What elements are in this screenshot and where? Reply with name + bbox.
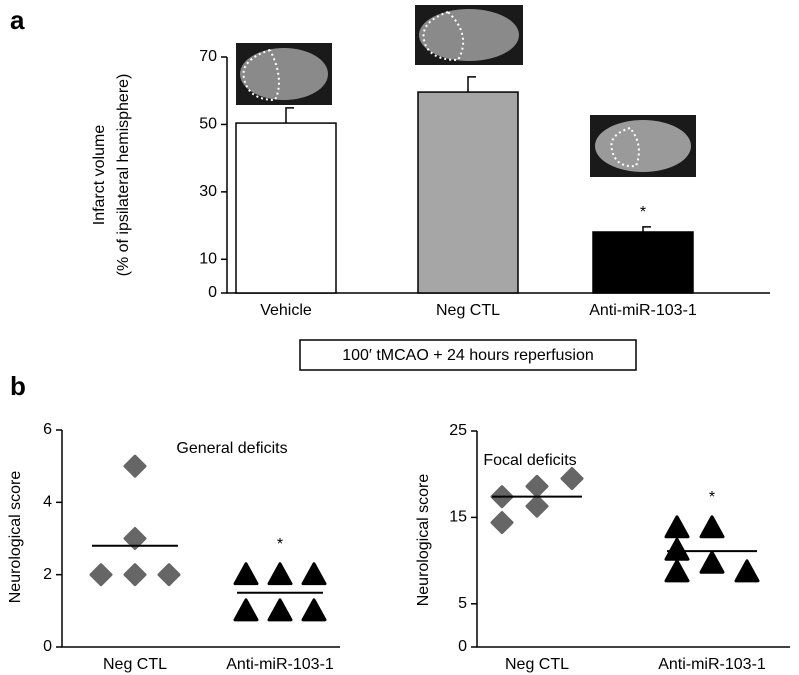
data-point xyxy=(699,515,725,539)
brain-images xyxy=(236,5,696,177)
panel-label: b xyxy=(10,371,26,401)
x-tick-label: Neg CTL xyxy=(505,656,569,673)
data-point xyxy=(560,467,584,491)
y-tick-label: 2 xyxy=(43,566,52,583)
data-point xyxy=(664,559,690,583)
data-point xyxy=(734,559,760,583)
data-point xyxy=(233,562,259,586)
brain-slice xyxy=(240,48,328,100)
chart-title: Focal deficits xyxy=(483,452,576,469)
y-axis-label: Infarct volume xyxy=(91,125,108,226)
y-tick-label: 25 xyxy=(449,422,467,439)
brain-slice xyxy=(419,9,519,61)
y-tick-label: 0 xyxy=(43,638,52,655)
data-point xyxy=(699,550,725,574)
x-tick-label: Neg CTL xyxy=(436,302,500,319)
axis-line xyxy=(61,430,340,648)
brain-slice xyxy=(595,120,691,172)
y-axis-label: Neurological score xyxy=(415,474,432,607)
y-tick-label: 4 xyxy=(43,494,52,511)
bar xyxy=(592,231,694,294)
footnote: 100′ tMCAO + 24 hours reperfusion xyxy=(342,347,594,364)
y-tick-label: 6 xyxy=(43,421,52,438)
x-tick-label: Anti-miR-103-1 xyxy=(226,656,334,673)
data-point xyxy=(664,515,690,539)
data-point xyxy=(89,563,113,587)
data-point xyxy=(301,562,327,586)
data-point xyxy=(267,562,293,586)
x-tick-label: Vehicle xyxy=(260,302,312,319)
data-point xyxy=(233,598,259,622)
y-tick-label: 10 xyxy=(199,251,217,268)
data-point xyxy=(490,511,514,535)
x-tick-label: Anti-miR-103-1 xyxy=(589,302,697,319)
y-tick-label: 30 xyxy=(199,183,217,200)
y-tick-label: 15 xyxy=(449,509,467,526)
data-point xyxy=(123,454,147,478)
significance: * xyxy=(640,204,646,221)
error-bar xyxy=(642,226,651,232)
infarct-outline xyxy=(242,49,280,102)
data-point xyxy=(267,598,293,622)
data-point xyxy=(525,474,549,498)
y-tick-label: 0 xyxy=(208,284,217,301)
y-tick-label: 70 xyxy=(199,48,217,65)
significance: * xyxy=(277,536,283,553)
significance: * xyxy=(709,489,715,506)
error-bar xyxy=(467,76,476,93)
data-point xyxy=(123,563,147,587)
bar xyxy=(235,122,337,294)
data-point xyxy=(664,537,690,561)
y-axis-label: Neurological score xyxy=(7,471,24,604)
data-point xyxy=(301,598,327,622)
error-bar xyxy=(285,107,294,124)
y-axis-label: (% of ipsilateral hemisphere) xyxy=(115,74,132,277)
y-tick-label: 5 xyxy=(458,595,467,612)
data-point xyxy=(525,494,549,518)
y-tick-label: 50 xyxy=(199,116,217,133)
footnote-box xyxy=(299,339,637,371)
panel-label: a xyxy=(10,5,25,35)
bar xyxy=(417,91,519,294)
data-point xyxy=(123,527,147,550)
y-tick-label: 0 xyxy=(458,638,467,655)
x-tick-label: Neg CTL xyxy=(103,656,167,673)
data-point xyxy=(157,563,181,587)
x-tick-label: Anti-miR-103-1 xyxy=(658,656,766,673)
chart-title: General deficits xyxy=(176,440,287,457)
